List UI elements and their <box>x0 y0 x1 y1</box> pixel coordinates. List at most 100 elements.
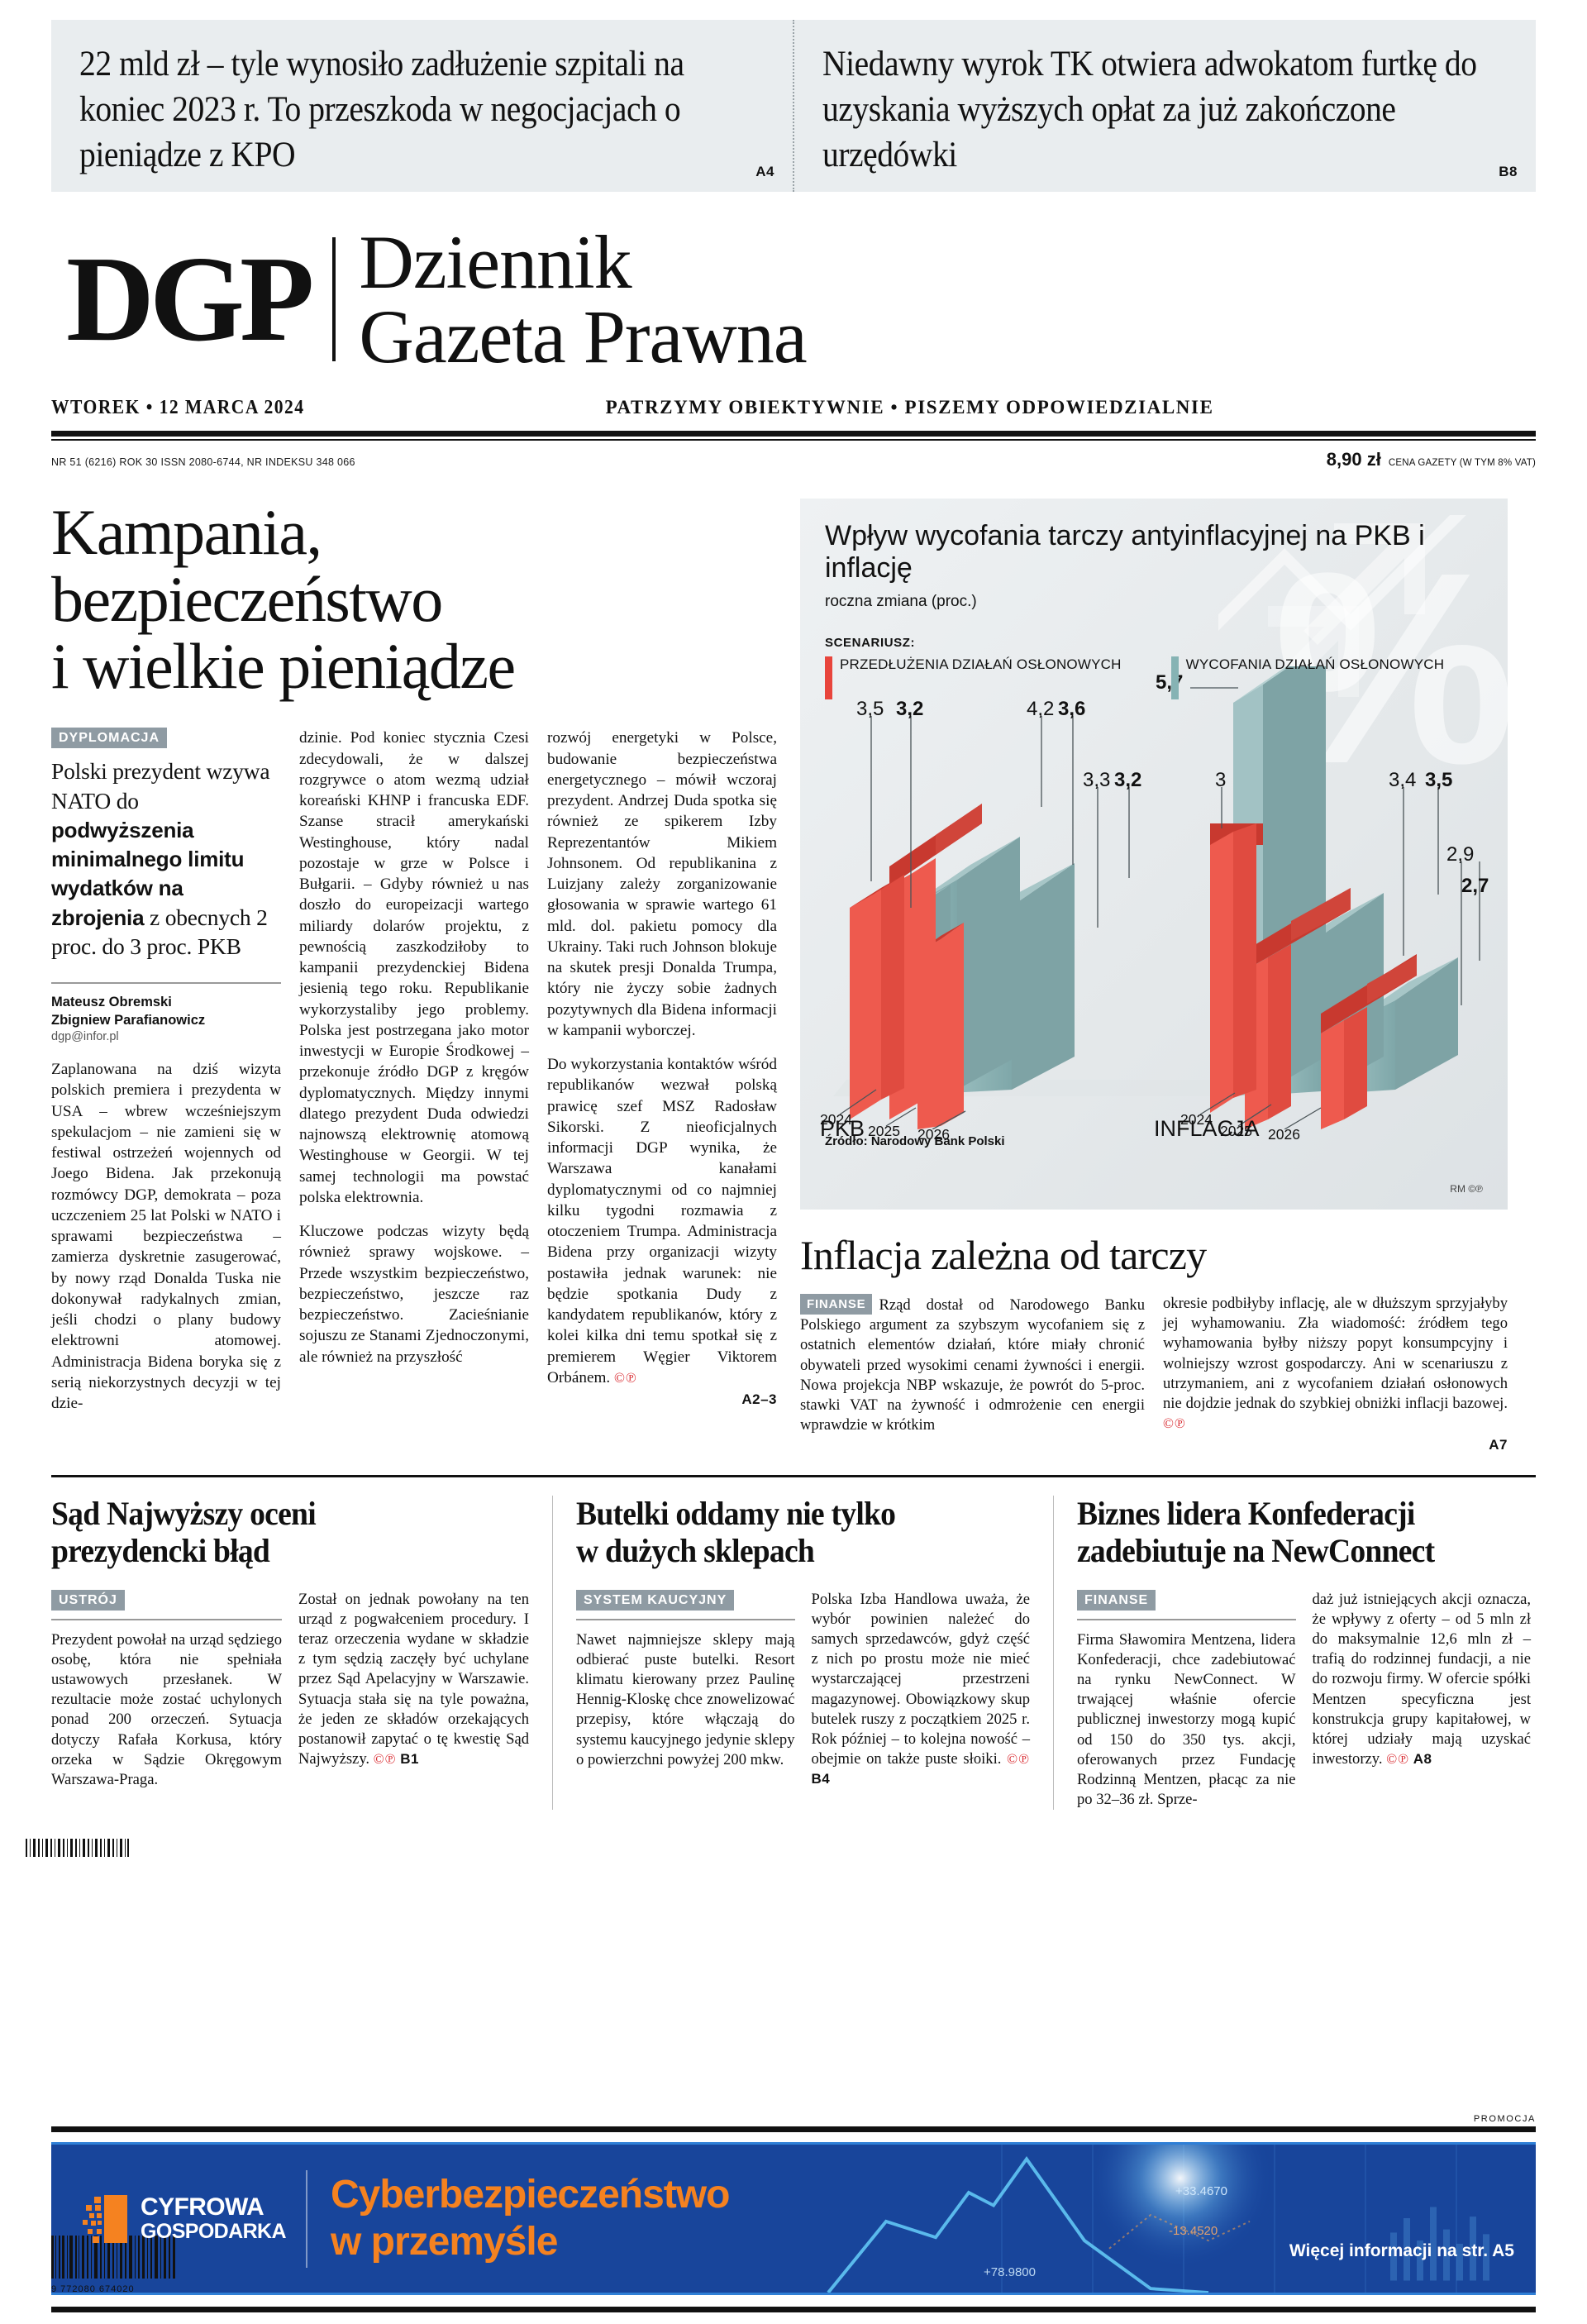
lead-body-col2b: Kluczowe podczas wizyty będą również spr… <box>299 1223 529 1366</box>
masthead-rule-thick <box>51 431 1536 437</box>
value-infl-2024-teal: 5,7 <box>1156 670 1184 694</box>
chart-bars-svg <box>833 666 1483 1129</box>
bottom-story-2-headline-l2: w dużych sklepach <box>576 1532 815 1569</box>
ad-rule-top <box>51 2126 1536 2132</box>
masthead-title-line2: Gazeta Prawna <box>359 294 807 379</box>
second-story-col-2: okresie podbiłyby inflację, ale w dłuższ… <box>1163 1294 1508 1453</box>
chart-legend: SCENARIUSZ: PRZEDŁUŻENIA DZIAŁAŃ OSŁONOW… <box>825 636 1483 699</box>
bottom-story-1-text-1: Prezydent powołał na urząd sędziego osob… <box>51 1630 282 1788</box>
second-story-pageref-row: A7 <box>1163 1437 1508 1453</box>
chart-credit-initials: RM <box>1450 1183 1465 1195</box>
bottom-story-2-kicker: SYSTEM KAUCYJNY <box>576 1589 735 1611</box>
group-label-pkb: PKB <box>820 1115 865 1141</box>
bottom-story-2-text-2: Polska Izba Handlowa uważa, że wybór pow… <box>812 1590 1031 1790</box>
bottom-story-3[interactable]: Biznes lidera Konfederacji zadebiutuje n… <box>1053 1495 1532 1811</box>
value-infl-2025-red: 3,4 <box>1389 768 1417 791</box>
second-story-cp-icons: ©℗ <box>1163 1415 1186 1432</box>
ad-ticker-3: +78.9800 <box>984 2265 1036 2279</box>
dgp-logo[interactable]: DGP <box>66 231 314 367</box>
byline-author-2: Zbigniew Parafianowicz <box>51 1013 206 1028</box>
issue-number: NR 51 (6216) ROK 30 ISSN 2080-6744, NR I… <box>51 456 355 468</box>
lead-body-col3b-text: Do wykorzystania kontaktów wśród republi… <box>547 1056 777 1386</box>
lead-columns: DYPLOMACJA Polski prezydent wzywa NATO d… <box>51 728 779 1414</box>
imprint-row: NR 51 (6216) ROK 30 ISSN 2080-6744, NR I… <box>51 441 1536 480</box>
side-barcode <box>21 1839 129 1857</box>
bottom-story-1-body-2: Został on jednak powołany na ten urząd z… <box>298 1590 529 1768</box>
lead-column-1: DYPLOMACJA Polski prezydent wzywa NATO d… <box>51 728 281 1414</box>
year-infl-2025: 2025 <box>1220 1122 1252 1139</box>
year-pkb-2024: 2024 <box>820 1110 852 1128</box>
price-note: CENA GAZETY (W TYM 8% VAT) <box>1388 458 1536 468</box>
masthead-divider <box>332 237 336 361</box>
value-pkb-2024-teal: 3,2 <box>896 697 924 720</box>
bottom-story-2[interactable]: Butelki oddamy nie tylko w dużych sklepa… <box>552 1495 1031 1811</box>
bottom-section-rule <box>51 1475 1536 1478</box>
byline-email[interactable]: dgp@infor.pl <box>51 1030 119 1044</box>
bottom-story-1-text-2: Został on jednak powołany na ten urząd z… <box>298 1590 529 1770</box>
ad-more-info-link[interactable]: Więcej informacji na str. A5 <box>1289 2241 1514 2260</box>
bottom-story-1-kicker-rule <box>51 1618 282 1620</box>
bar-infl-2026-red <box>1321 953 1417 1129</box>
lead-headline-line3: i wielkie pieniądze <box>51 630 516 703</box>
standfirst-bold: podwyższenia minimalnego limitu wydatków… <box>51 817 245 930</box>
dateline-date: WTOREK • 12 MARCA 2024 <box>51 397 305 419</box>
lead-headline: Kampania, bezpieczeństwo i wielkie pieni… <box>51 499 779 699</box>
bottom-story-3-text-2: daż już istniejących akcji oznacza, że w… <box>1313 1590 1532 1770</box>
bottom-story-2-columns: SYSTEM KAUCYJNY Nawet najmniejsze sklepy… <box>576 1589 1031 1790</box>
bottom-story-1-page-ref: B1 <box>400 1751 419 1768</box>
ad-background-graphic <box>51 2145 1536 2293</box>
ad-logo-text: CYFROWA GOSPODARKA <box>141 2194 287 2242</box>
bottom-story-1[interactable]: Sąd Najwyższy oceni prezydencki błąd UST… <box>51 1495 529 1810</box>
lead-page-ref: A2–3 <box>741 1391 777 1408</box>
value-infl-2024-red: 3 <box>1215 768 1227 791</box>
chart-title: Wpływ wycofania tarczy antyinflacyjnej n… <box>825 520 1425 585</box>
chart-axis-ticks <box>839 1089 1322 1129</box>
masthead-title-line1: Dziennik <box>359 219 631 304</box>
masthead: DGP Dziennik Gazeta Prawna <box>51 192 1536 382</box>
teaser-item[interactable]: Niedawny wyrok TK otwiera adwokatom furt… <box>793 20 1536 192</box>
dateline-row: WTOREK • 12 MARCA 2024 PATRZYMY OBIEKTYW… <box>51 382 1536 431</box>
second-story-text-2: okresie podbiłyby inflację, ale w dłuższ… <box>1163 1294 1508 1434</box>
ad-separator <box>305 2169 307 2268</box>
lead-story[interactable]: Kampania, bezpieczeństwo i wielkie pieni… <box>51 499 779 1453</box>
bottom-stories-grid: Sąd Najwyższy oceni prezydencki błąd UST… <box>51 1477 1536 1811</box>
bottom-story-3-kicker: FINANSE <box>1077 1589 1156 1611</box>
bottom-story-3-col-1: FINANSE Firma Sławomira Mentzena, lidera… <box>1077 1589 1296 1811</box>
second-story[interactable]: Inflacja zależna od tarczy FINANSE Rząd d… <box>800 1231 1508 1453</box>
lead-page-ref-row: A2–3 <box>547 1391 777 1408</box>
bottom-story-1-headline: Sąd Najwyższy oceni prezydencki błąd <box>51 1495 527 1570</box>
chart-subtitle: roczna zmiana (proc.) <box>825 592 977 610</box>
bottom-story-1-headline-l2: prezydencki błąd <box>51 1532 270 1569</box>
bottom-story-3-headline: Biznes lidera Konfederacji zadebiutuje n… <box>1077 1495 1529 1570</box>
bottom-story-3-kicker-rule <box>1077 1618 1296 1620</box>
lead-column-3: rozwój energetyki w Polsce, budowanie be… <box>547 728 777 1414</box>
value-infl-2025-teal: 3,5 <box>1425 768 1453 791</box>
masthead-rule-thin <box>51 439 1536 441</box>
second-story-headline: Inflacja zależna od tarczy <box>800 1232 1207 1278</box>
barcode-icon <box>51 2236 175 2279</box>
second-story-kicker: FINANSE <box>800 1294 873 1315</box>
top-teaser-strip: 22 mld zł – tyle wynosiło zadłużenie szp… <box>51 20 1536 192</box>
standfirst-part2: z obecnych 2 proc. do 3 proc. PKB <box>51 904 268 959</box>
standfirst-part1: Polski prezydent wzywa NATO do <box>51 758 270 814</box>
ad-logo: CYFROWA GOSPODARKA <box>51 2193 287 2245</box>
bottom-story-2-cp-icons: ©℗ <box>1007 1751 1030 1768</box>
teaser-item[interactable]: 22 mld zł – tyle wynosiło zadłużenie szp… <box>51 20 793 192</box>
lead-body-col3a: rozwój energetyki w Polsce, budowanie be… <box>547 729 777 1039</box>
teaser-headline: 22 mld zł – tyle wynosiło zadłużenie szp… <box>79 45 684 175</box>
advertisement-banner[interactable]: CYFROWA GOSPODARKA Cyberbezpieczeństwo w… <box>51 2142 1536 2295</box>
year-infl-2026: 2026 <box>1268 1125 1300 1143</box>
ad-ticker-2: -13.4520 <box>1169 2224 1218 2238</box>
bar-infl-2024-red <box>1210 823 1263 1113</box>
value-infl-2026-red: 2,9 <box>1446 842 1475 866</box>
bottom-story-2-headline-l1: Butelki oddamy nie tylko <box>576 1495 896 1533</box>
bottom-story-2-col-2: Polska Izba Handlowa uważa, że wybór pow… <box>812 1590 1031 1790</box>
ad-claim-line2: w przemyśle <box>330 2219 558 2264</box>
value-pkb-2025-red: 4,2 <box>1027 697 1055 720</box>
price-block: 8,90 zł CENA GAZETY (W TYM 8% VAT) <box>1327 449 1536 470</box>
chart-copyright-icons: ©℗ <box>1468 1183 1483 1195</box>
ad-claim-line1: Cyberbezpieczeństwo <box>330 2172 730 2217</box>
bottom-story-1-col-1: USTRÓJ Prezydent powołał na urząd sędzie… <box>51 1589 282 1790</box>
bottom-story-3-columns: FINANSE Firma Sławomira Mentzena, lidera… <box>1077 1589 1532 1811</box>
lead-headline-line2: bezpieczeństwo <box>51 563 443 636</box>
